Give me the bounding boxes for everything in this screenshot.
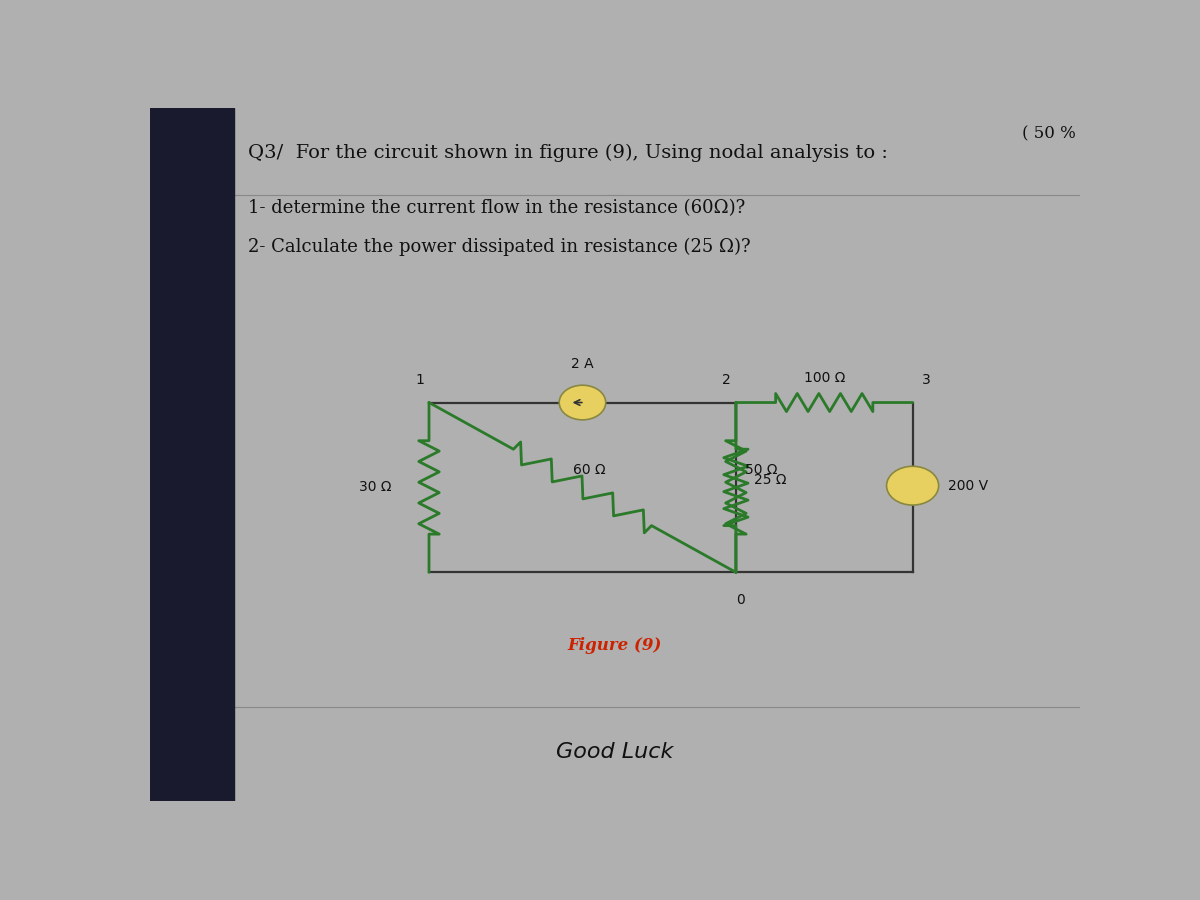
- Text: 30 Ω: 30 Ω: [359, 481, 391, 494]
- Text: 2: 2: [722, 374, 731, 387]
- Text: 50 Ω: 50 Ω: [745, 464, 778, 477]
- Text: Q3/  For the circuit shown in figure (9), Using nodal analysis to :: Q3/ For the circuit shown in figure (9),…: [247, 144, 888, 162]
- Circle shape: [887, 466, 938, 505]
- Circle shape: [559, 385, 606, 419]
- Text: Figure (9): Figure (9): [568, 636, 662, 653]
- Bar: [150, 108, 234, 801]
- Text: ( 50 %: ( 50 %: [1021, 125, 1075, 142]
- Text: 60 Ω: 60 Ω: [574, 464, 606, 477]
- Text: 0: 0: [736, 593, 745, 608]
- Text: 2- Calculate the power dissipated in resistance (25 Ω)?: 2- Calculate the power dissipated in res…: [247, 238, 750, 256]
- Text: 1: 1: [415, 374, 424, 387]
- Text: 1- determine the current flow in the resistance (60Ω)?: 1- determine the current flow in the res…: [247, 200, 745, 218]
- Text: 2 A: 2 A: [571, 357, 594, 372]
- Text: 200 V: 200 V: [948, 479, 988, 492]
- Text: Good Luck: Good Luck: [557, 742, 673, 762]
- Text: 100 Ω: 100 Ω: [804, 371, 845, 385]
- Text: 3: 3: [922, 374, 931, 387]
- Text: 25 Ω: 25 Ω: [755, 473, 787, 488]
